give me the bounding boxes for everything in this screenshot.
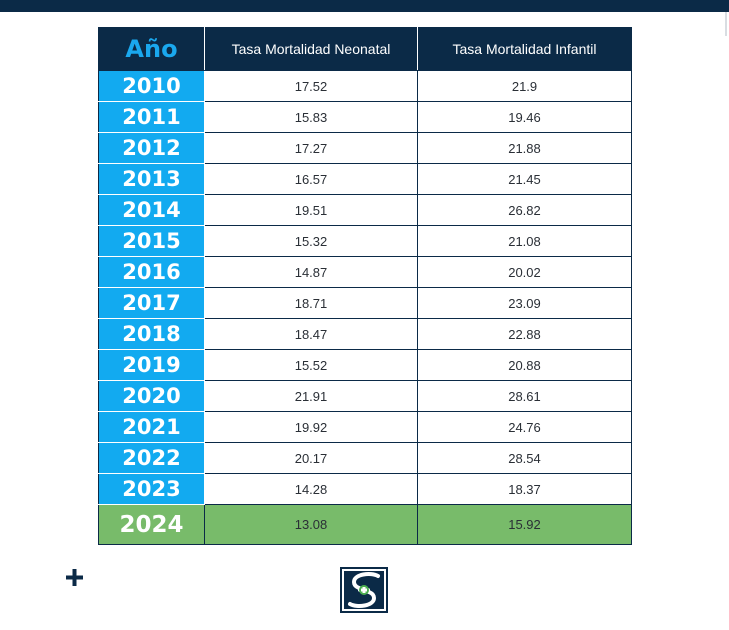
infant-rate-cell: 21.88 [417,132,632,164]
table-row: 2021 19.92 24.76 [98,411,632,443]
infant-rate-cell: 23.09 [417,287,632,319]
hands-s-logo-icon [340,567,388,613]
neonatal-rate-cell: 21.91 [204,380,418,412]
infant-rate-cell: 18.37 [417,473,632,505]
column-header-infantil: Tasa Mortalidad Infantil [417,27,632,71]
top-banner [0,0,729,12]
year-cell: 2019 [98,349,205,381]
year-cell: 2018 [98,318,205,350]
neonatal-rate-cell: 17.27 [204,132,418,164]
infant-rate-cell: 15.92 [417,504,632,545]
infant-rate-cell: 26.82 [417,194,632,226]
year-cell: 2024 [98,504,205,545]
neonatal-rate-cell: 15.83 [204,101,418,133]
table-header-row: Año Tasa Mortalidad Neonatal Tasa Mortal… [98,27,632,71]
infant-rate-cell: 22.88 [417,318,632,350]
infant-rate-cell: 21.9 [417,70,632,102]
table-row: 2013 16.57 21.45 [98,163,632,195]
neonatal-rate-cell: 17.52 [204,70,418,102]
infant-rate-cell: 28.54 [417,442,632,474]
table-row: 2022 20.17 28.54 [98,442,632,474]
year-cell: 2011 [98,101,205,133]
infant-rate-cell: 20.02 [417,256,632,288]
table-row: 2016 14.87 20.02 [98,256,632,288]
infant-rate-cell: 28.61 [417,380,632,412]
table-row: 2012 17.27 21.88 [98,132,632,164]
neonatal-rate-cell: 16.57 [204,163,418,195]
neonatal-rate-cell: 20.17 [204,442,418,474]
infant-rate-cell: 21.08 [417,225,632,257]
table-row: 2020 21.91 28.61 [98,380,632,412]
year-cell: 2015 [98,225,205,257]
year-cell: 2014 [98,194,205,226]
year-cell: 2021 [98,411,205,443]
column-header-year: Año [98,27,205,71]
neonatal-rate-cell: 18.47 [204,318,418,350]
table-row: 2011 15.83 19.46 [98,101,632,133]
neonatal-rate-cell: 19.92 [204,411,418,443]
table-row: 2018 18.47 22.88 [98,318,632,350]
neonatal-rate-cell: 19.51 [204,194,418,226]
infant-rate-cell: 21.45 [417,163,632,195]
table-row: 2023 14.28 18.37 [98,473,632,505]
table-row: 2015 15.32 21.08 [98,225,632,257]
year-cell: 2022 [98,442,205,474]
table-row: 2019 15.52 20.88 [98,349,632,381]
column-header-neonatal: Tasa Mortalidad Neonatal [204,27,418,71]
year-cell: 2023 [98,473,205,505]
mortality-rate-table: Año Tasa Mortalidad Neonatal Tasa Mortal… [98,27,632,545]
plus-icon [66,569,83,586]
neonatal-rate-cell: 15.32 [204,225,418,257]
neonatal-rate-cell: 15.52 [204,349,418,381]
year-cell: 2013 [98,163,205,195]
infant-rate-cell: 20.88 [417,349,632,381]
table-row: 2017 18.71 23.09 [98,287,632,319]
year-cell: 2017 [98,287,205,319]
neonatal-rate-cell: 14.87 [204,256,418,288]
neonatal-rate-cell: 14.28 [204,473,418,505]
year-cell: 2010 [98,70,205,102]
year-cell: 2016 [98,256,205,288]
infant-rate-cell: 19.46 [417,101,632,133]
infant-rate-cell: 24.76 [417,411,632,443]
neonatal-rate-cell: 13.08 [204,504,418,545]
year-cell: 2012 [98,132,205,164]
year-cell: 2020 [98,380,205,412]
table-body: 2010 17.52 21.9 2011 15.83 19.46 2012 17.27 21.8… [98,70,632,545]
table-row: 2014 19.51 26.82 [98,194,632,226]
edge-divider [725,12,727,36]
table-row: 2010 17.52 21.9 [98,70,632,102]
neonatal-rate-cell: 18.71 [204,287,418,319]
table-row: 2024 13.08 15.92 [98,504,632,545]
